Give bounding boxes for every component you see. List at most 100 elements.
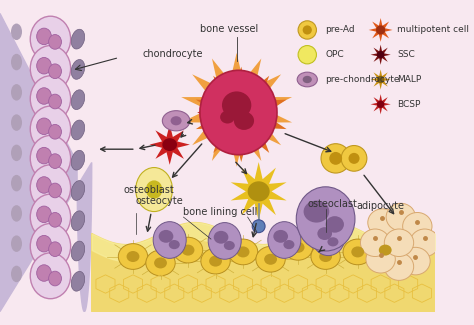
Ellipse shape: [11, 114, 22, 131]
Ellipse shape: [49, 242, 62, 256]
Ellipse shape: [341, 146, 367, 171]
Ellipse shape: [182, 245, 194, 255]
Ellipse shape: [49, 213, 62, 227]
Ellipse shape: [30, 16, 71, 62]
Ellipse shape: [36, 58, 51, 74]
Ellipse shape: [371, 237, 400, 263]
Text: bone vessel: bone vessel: [200, 24, 258, 33]
Ellipse shape: [71, 120, 85, 140]
Ellipse shape: [11, 145, 22, 161]
Ellipse shape: [49, 64, 62, 79]
Ellipse shape: [256, 246, 285, 272]
Text: chondrocyte: chondrocyte: [142, 49, 203, 59]
Ellipse shape: [11, 54, 22, 70]
Ellipse shape: [268, 222, 301, 258]
Ellipse shape: [384, 253, 414, 280]
Text: MALP: MALP: [397, 75, 421, 84]
Text: osteoblast: osteoblast: [124, 186, 174, 195]
Ellipse shape: [366, 245, 395, 273]
Ellipse shape: [200, 70, 277, 155]
Polygon shape: [371, 70, 391, 90]
Ellipse shape: [386, 203, 416, 231]
Ellipse shape: [118, 244, 148, 269]
Text: adipocyte: adipocyte: [356, 201, 405, 211]
Ellipse shape: [247, 181, 270, 202]
Ellipse shape: [321, 144, 350, 173]
Ellipse shape: [11, 235, 22, 252]
Text: pre-Ad: pre-Ad: [326, 25, 355, 34]
Ellipse shape: [36, 177, 51, 193]
Polygon shape: [371, 94, 391, 114]
Ellipse shape: [146, 250, 175, 276]
Ellipse shape: [222, 91, 251, 119]
Ellipse shape: [36, 147, 51, 164]
Ellipse shape: [30, 165, 71, 211]
Ellipse shape: [303, 76, 312, 83]
Ellipse shape: [36, 206, 51, 223]
Ellipse shape: [220, 111, 235, 124]
Ellipse shape: [319, 251, 332, 262]
Ellipse shape: [30, 46, 71, 91]
Ellipse shape: [30, 253, 71, 299]
Ellipse shape: [401, 247, 430, 275]
Ellipse shape: [49, 183, 62, 198]
Ellipse shape: [159, 230, 173, 243]
Polygon shape: [181, 53, 292, 167]
Ellipse shape: [30, 136, 71, 181]
Text: BCSP: BCSP: [397, 100, 420, 109]
Ellipse shape: [36, 118, 51, 135]
Ellipse shape: [273, 230, 288, 243]
Ellipse shape: [377, 101, 384, 108]
Ellipse shape: [11, 266, 22, 282]
Ellipse shape: [49, 271, 62, 286]
Ellipse shape: [377, 51, 384, 58]
Ellipse shape: [36, 88, 51, 104]
Ellipse shape: [228, 239, 258, 265]
Ellipse shape: [71, 271, 85, 291]
Ellipse shape: [49, 94, 62, 109]
Ellipse shape: [30, 224, 71, 269]
Text: pre-chondrocyte: pre-chondrocyte: [326, 75, 400, 84]
Ellipse shape: [71, 211, 85, 231]
Ellipse shape: [154, 257, 167, 268]
Ellipse shape: [214, 231, 228, 244]
Ellipse shape: [71, 29, 85, 49]
Ellipse shape: [11, 23, 22, 40]
Ellipse shape: [328, 237, 338, 246]
Ellipse shape: [163, 111, 190, 131]
Ellipse shape: [36, 235, 51, 252]
Ellipse shape: [71, 241, 85, 261]
Ellipse shape: [348, 153, 360, 164]
Text: osteocyte: osteocyte: [136, 197, 183, 206]
Ellipse shape: [343, 239, 373, 265]
Ellipse shape: [292, 242, 304, 253]
Polygon shape: [0, 13, 92, 312]
Ellipse shape: [252, 220, 265, 233]
Ellipse shape: [283, 235, 313, 260]
Text: SSC: SSC: [397, 50, 415, 59]
Ellipse shape: [296, 187, 355, 251]
Ellipse shape: [329, 152, 342, 165]
Polygon shape: [231, 162, 287, 221]
Ellipse shape: [384, 229, 414, 256]
Ellipse shape: [312, 219, 345, 255]
Ellipse shape: [234, 111, 254, 130]
Ellipse shape: [71, 90, 85, 110]
Ellipse shape: [146, 180, 163, 199]
Polygon shape: [92, 223, 435, 312]
Ellipse shape: [11, 175, 22, 191]
Ellipse shape: [201, 248, 230, 274]
Text: osteoclast: osteoclast: [307, 199, 357, 209]
Ellipse shape: [283, 240, 294, 249]
Text: OPC: OPC: [326, 50, 344, 59]
Ellipse shape: [11, 205, 22, 222]
Polygon shape: [196, 67, 287, 162]
Ellipse shape: [49, 154, 62, 168]
Ellipse shape: [136, 168, 173, 212]
Ellipse shape: [169, 240, 180, 249]
Ellipse shape: [49, 34, 62, 49]
Ellipse shape: [264, 254, 277, 265]
Text: bone lining cell: bone lining cell: [183, 207, 258, 217]
Ellipse shape: [368, 209, 397, 236]
Ellipse shape: [30, 76, 71, 122]
